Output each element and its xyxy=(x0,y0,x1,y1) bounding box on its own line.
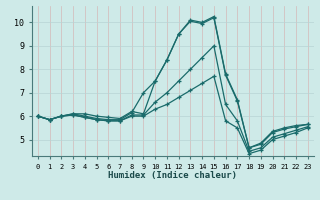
X-axis label: Humidex (Indice chaleur): Humidex (Indice chaleur) xyxy=(108,171,237,180)
